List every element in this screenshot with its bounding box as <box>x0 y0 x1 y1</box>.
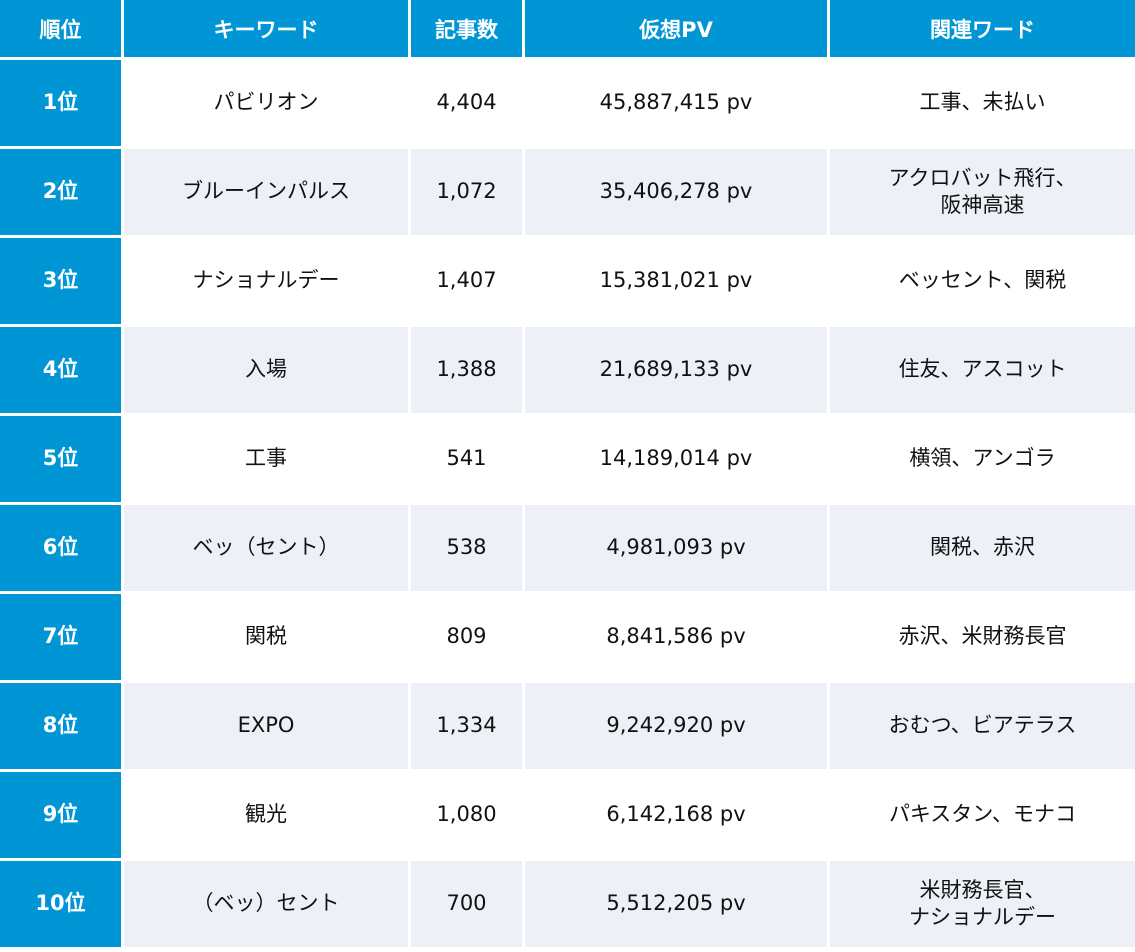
table-row: 3位 ナショナルデー 1,407 15,381,021 pv ベッセント、関税 <box>0 238 1135 327</box>
related-word-line: 横領、アンゴラ <box>909 446 1056 471</box>
related-words-cell: 米財務長官、 ナショナルデー <box>830 861 1135 947</box>
article-count-cell: 1,072 <box>411 149 525 238</box>
table-row: 2位 ブルーインパルス 1,072 35,406,278 pv アクロバット飛行、 阪神高… <box>0 149 1135 238</box>
keyword-cell: 観光 <box>124 772 411 861</box>
virtual-pv-cell: 35,406,278 pv <box>525 149 830 238</box>
virtual-pv-cell: 45,887,415 pv <box>525 60 830 149</box>
header-article-count: 記事数 <box>411 0 525 60</box>
related-word-line: おむつ、ビアテラス <box>888 713 1077 738</box>
related-words-cell: 赤沢、米財務長官 <box>830 594 1135 683</box>
table-row: 10位 （ベッ）セント 700 5,512,205 pv 米財務長官、 ナショナルデー <box>0 861 1135 947</box>
header-rank: 順位 <box>0 0 124 60</box>
article-count-cell: 538 <box>411 505 525 594</box>
article-count-cell: 700 <box>411 861 525 947</box>
related-words-cell: おむつ、ビアテラス <box>830 683 1135 772</box>
table-body: 1位 パビリオン 4,404 45,887,415 pv 工事、未払い 2位 ブルーインパル… <box>0 60 1135 947</box>
keyword-cell: 入場 <box>124 327 411 416</box>
virtual-pv-cell: 15,381,021 pv <box>525 238 830 327</box>
related-words-cell: 横領、アンゴラ <box>830 416 1135 505</box>
table-row: 5位 工事 541 14,189,014 pv 横領、アンゴラ <box>0 416 1135 505</box>
virtual-pv-cell: 6,142,168 pv <box>525 772 830 861</box>
keyword-cell: 工事 <box>124 416 411 505</box>
virtual-pv-cell: 21,689,133 pv <box>525 327 830 416</box>
table-row: 9位 観光 1,080 6,142,168 pv パキスタン、モナコ <box>0 772 1135 861</box>
related-word-line: 関税、赤沢 <box>930 535 1035 560</box>
virtual-pv-cell: 14,189,014 pv <box>525 416 830 505</box>
keyword-cell: パビリオン <box>124 60 411 149</box>
keyword-cell: ブルーインパルス <box>124 149 411 238</box>
rank-cell: 9位 <box>0 772 124 861</box>
related-words-cell: 工事、未払い <box>830 60 1135 149</box>
article-count-cell: 1,080 <box>411 772 525 861</box>
virtual-pv-cell: 9,242,920 pv <box>525 683 830 772</box>
rank-cell: 2位 <box>0 149 124 238</box>
rank-cell: 6位 <box>0 505 124 594</box>
virtual-pv-cell: 5,512,205 pv <box>525 861 830 947</box>
keyword-cell: （ベッ）セント <box>124 861 411 947</box>
related-word-line: 住友、アスコット <box>898 357 1067 382</box>
table-row: 1位 パビリオン 4,404 45,887,415 pv 工事、未払い <box>0 60 1135 149</box>
rank-cell: 5位 <box>0 416 124 505</box>
header-virtual-pv: 仮想PV <box>525 0 830 60</box>
virtual-pv-cell: 8,841,586 pv <box>525 594 830 683</box>
keyword-cell: ベッ（セント） <box>124 505 411 594</box>
related-word-line: ベッセント、関税 <box>898 268 1067 293</box>
related-word-line: 赤沢、米財務長官 <box>898 624 1067 649</box>
rank-cell: 7位 <box>0 594 124 683</box>
table-header-row: 順位 キーワード 記事数 仮想PV 関連ワード <box>0 0 1135 60</box>
rank-cell: 8位 <box>0 683 124 772</box>
table-row: 6位 ベッ（セント） 538 4,981,093 pv 関税、赤沢 <box>0 505 1135 594</box>
table-row: 4位 入場 1,388 21,689,133 pv 住友、アスコット <box>0 327 1135 416</box>
rank-cell: 4位 <box>0 327 124 416</box>
keyword-cell: ナショナルデー <box>124 238 411 327</box>
related-word-line: 米財務長官、 <box>919 877 1046 902</box>
article-count-cell: 1,407 <box>411 238 525 327</box>
related-word-line: 工事、未払い <box>919 90 1046 115</box>
article-count-cell: 1,388 <box>411 327 525 416</box>
article-count-cell: 1,334 <box>411 683 525 772</box>
related-word-line: アクロバット飛行、 <box>888 165 1077 190</box>
rank-cell: 3位 <box>0 238 124 327</box>
rank-cell: 10位 <box>0 861 124 947</box>
related-words-cell: 住友、アスコット <box>830 327 1135 416</box>
header-keyword: キーワード <box>124 0 411 60</box>
header-related-words: 関連ワード <box>830 0 1135 60</box>
article-count-cell: 541 <box>411 416 525 505</box>
related-words-cell: 関税、赤沢 <box>830 505 1135 594</box>
virtual-pv-cell: 4,981,093 pv <box>525 505 830 594</box>
rank-cell: 1位 <box>0 60 124 149</box>
related-word-line: ナショナルデー <box>909 905 1056 929</box>
related-word-line: パキスタン、モナコ <box>888 802 1077 827</box>
table-row: 7位 関税 809 8,841,586 pv 赤沢、米財務長官 <box>0 594 1135 683</box>
article-count-cell: 4,404 <box>411 60 525 149</box>
article-count-cell: 809 <box>411 594 525 683</box>
related-words-cell: アクロバット飛行、 阪神高速 <box>830 149 1135 238</box>
keyword-cell: EXPO <box>124 683 411 772</box>
related-words-cell: ベッセント、関税 <box>830 238 1135 327</box>
related-word-line: 阪神高速 <box>940 193 1025 217</box>
table-row: 8位 EXPO 1,334 9,242,920 pv おむつ、ビアテラス <box>0 683 1135 772</box>
keyword-cell: 関税 <box>124 594 411 683</box>
related-words-cell: パキスタン、モナコ <box>830 772 1135 861</box>
